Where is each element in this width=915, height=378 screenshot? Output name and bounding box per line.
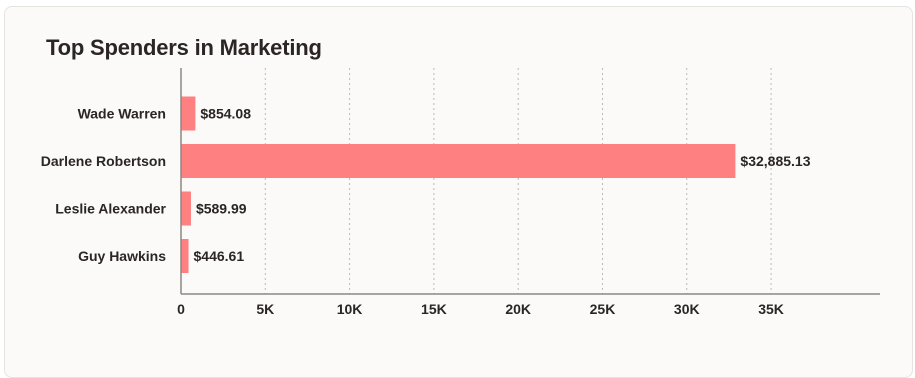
x-tick-labels: 0 5K 10K 15K 20K 25K 30K 35K bbox=[177, 301, 784, 317]
x-tick-label: 20K bbox=[505, 301, 531, 317]
x-tick-label: 5K bbox=[256, 301, 274, 317]
value-label: $32,885.13 bbox=[740, 153, 810, 169]
x-tick-label: 10K bbox=[337, 301, 363, 317]
category-label: Wade Warren bbox=[78, 106, 166, 122]
bar bbox=[181, 144, 736, 178]
value-label: $854.08 bbox=[200, 106, 251, 122]
chart-title: Top Spenders in Marketing bbox=[46, 35, 322, 60]
x-tick-label: 15K bbox=[421, 301, 447, 317]
grid-lines bbox=[264, 68, 772, 294]
category-label: Leslie Alexander bbox=[55, 201, 166, 217]
value-label: $446.61 bbox=[194, 248, 245, 264]
value-labels: $854.08 $32,885.13 $589.99 $446.61 bbox=[194, 106, 811, 265]
x-tick-label: 30K bbox=[674, 301, 700, 317]
bar bbox=[181, 239, 189, 273]
bar bbox=[181, 191, 191, 226]
category-label: Darlene Robertson bbox=[41, 153, 166, 169]
axes bbox=[180, 68, 880, 295]
x-tick-label: 25K bbox=[590, 301, 616, 317]
category-label: Guy Hawkins bbox=[78, 248, 166, 264]
value-label: $589.99 bbox=[196, 201, 247, 217]
category-labels: Wade Warren Darlene Robertson Leslie Alexa… bbox=[41, 106, 167, 265]
chart-card: Top Spenders in Marketing bbox=[4, 6, 913, 378]
x-tick-label: 0 bbox=[177, 301, 185, 317]
bars bbox=[181, 96, 736, 273]
bar bbox=[181, 96, 196, 131]
x-tick-label: 35K bbox=[758, 301, 784, 317]
